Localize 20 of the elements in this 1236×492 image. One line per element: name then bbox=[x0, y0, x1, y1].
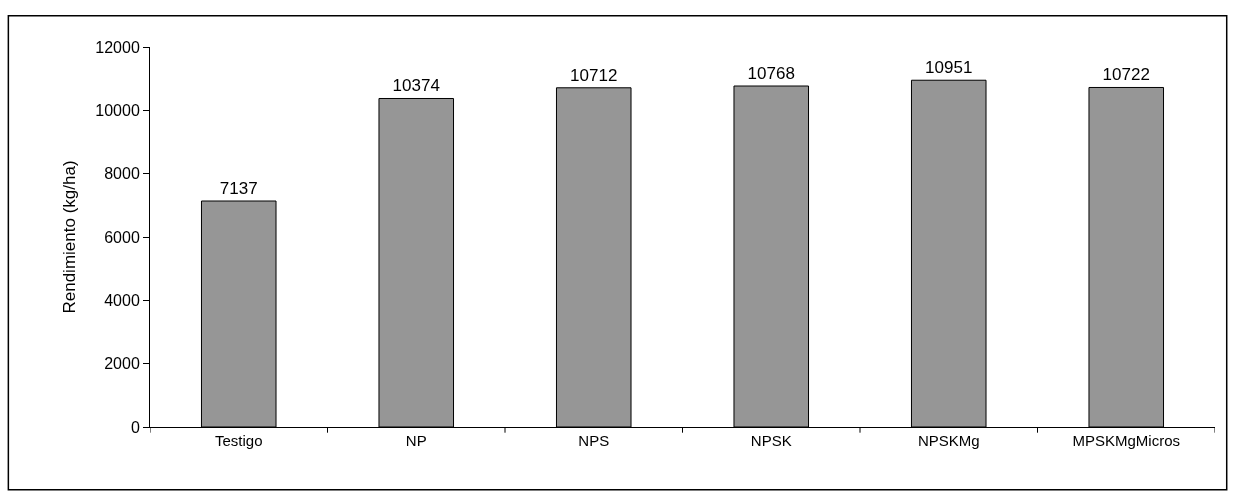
data-label: 10722 bbox=[1102, 65, 1150, 85]
data-label: 10712 bbox=[570, 65, 618, 85]
data-label: 7137 bbox=[219, 179, 258, 198]
y-tick-label: 0 bbox=[130, 418, 140, 436]
y-tick-label: 10000 bbox=[95, 101, 140, 119]
x-tick-label: NPSK bbox=[750, 432, 792, 449]
y-tick-label: 8000 bbox=[104, 165, 140, 183]
y-tick-label: 4000 bbox=[104, 291, 140, 309]
data-label: 10768 bbox=[747, 64, 795, 84]
y-axis-title: Rendimiento (kg/ha) bbox=[59, 160, 79, 314]
y-tick-label: 12000 bbox=[95, 38, 140, 56]
x-tick-label: NPSKMg bbox=[917, 432, 980, 449]
data-label: 10374 bbox=[392, 76, 440, 96]
y-tick-label: 6000 bbox=[104, 228, 140, 246]
x-tick-label: MPSKMgMicros bbox=[1072, 432, 1181, 449]
x-tick-label: NPS bbox=[578, 432, 610, 449]
data-label: 10951 bbox=[925, 58, 973, 78]
x-tick-label: Testigo bbox=[214, 432, 263, 449]
x-tick-label: NP bbox=[405, 432, 427, 449]
y-tick-label: 2000 bbox=[104, 355, 140, 373]
